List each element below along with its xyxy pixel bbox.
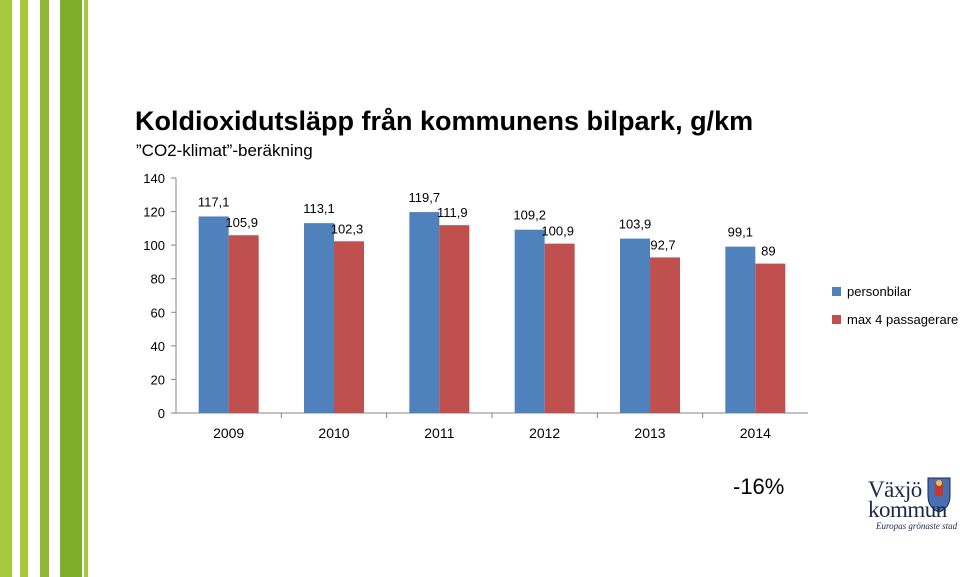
y-tick-label: 0	[158, 406, 165, 421]
y-tick-label: 80	[151, 272, 165, 287]
logo-line-1: Växjö	[868, 477, 922, 502]
bar-personbilar-2013	[620, 238, 650, 413]
data-label: 102,3	[331, 221, 364, 236]
bar-personbilar-2010	[304, 223, 334, 413]
data-label: 113,1	[303, 201, 335, 216]
change-percentage: -16%	[733, 474, 785, 499]
x-tick-label: 2010	[318, 425, 349, 441]
y-tick-label: 60	[151, 305, 165, 320]
bar-max4-2014	[755, 263, 786, 413]
data-label: 105,9	[225, 215, 258, 230]
data-label: 92,7	[650, 237, 675, 252]
x-tick-label: 2012	[529, 425, 560, 441]
bar-personbilar-2009	[198, 216, 229, 413]
y-tick-label: 20	[151, 372, 165, 387]
y-tick-label: 120	[143, 205, 165, 220]
data-label: 111,9	[437, 205, 468, 220]
data-label: 117,1	[198, 194, 230, 209]
y-tick-label: 100	[143, 238, 165, 253]
chart-title: Koldioxidutsläpp från kommunens bilpark,…	[135, 106, 754, 136]
x-tick-label: 2014	[740, 425, 771, 441]
data-label: 109,2	[513, 208, 546, 223]
x-tick-label: 2011	[424, 425, 454, 441]
bar-max4-2009	[228, 235, 259, 413]
logo-tagline: Europas grönaste stad	[876, 521, 958, 531]
data-label: 100,9	[541, 224, 574, 239]
bar-personbilar-2012	[514, 229, 545, 413]
x-tick-label: 2013	[634, 425, 665, 441]
bar-max4-2012	[544, 243, 575, 413]
legend-swatch	[832, 315, 841, 324]
data-label: 89	[761, 244, 775, 259]
bar-max4-2010	[334, 241, 364, 413]
data-label: 103,9	[619, 217, 652, 232]
logo-line-2: kommun	[868, 497, 947, 522]
legend-swatch	[832, 287, 841, 296]
x-tick-label: 2009	[213, 425, 244, 441]
bar-personbilar-2014	[725, 246, 756, 413]
data-label: 119,7	[409, 190, 441, 205]
coat-of-arms-icon	[927, 477, 951, 513]
chart-subtitle: ”CO2-klimat”-beräkning	[136, 141, 313, 160]
bar-max4-2011	[439, 225, 470, 413]
legend-label: max 4 passagerare	[847, 312, 958, 327]
legend-label: personbilar	[847, 284, 912, 299]
decorative-stripes	[0, 0, 88, 577]
vaxjo-kommun-logo	[927, 477, 951, 513]
y-tick-label: 140	[143, 171, 165, 186]
bar-max4-2013	[650, 257, 680, 413]
data-label: 99,1	[728, 225, 753, 240]
bar-personbilar-2011	[409, 212, 440, 413]
y-tick-label: 40	[151, 339, 165, 354]
